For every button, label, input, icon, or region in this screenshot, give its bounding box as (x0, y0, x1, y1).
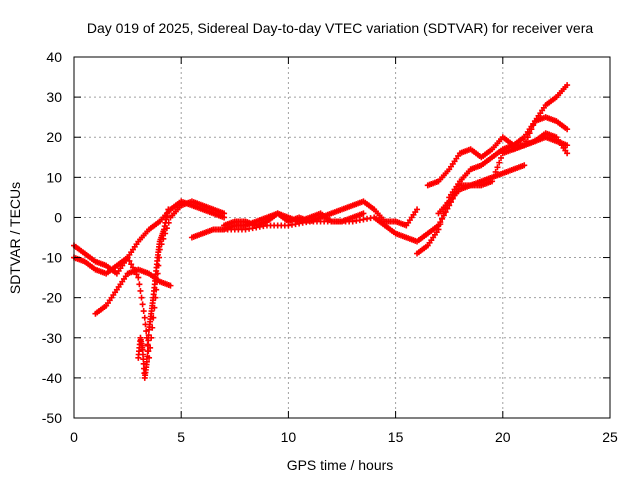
data-point (144, 353, 151, 360)
x-tick-label: 10 (281, 429, 297, 445)
y-tick-label: -20 (42, 290, 62, 306)
y-tick-label: 20 (46, 129, 62, 145)
x-tick-label: 15 (388, 429, 404, 445)
axis-ticks: 0 5 10 15 20 25 -50 -40 -30 -20 -10 0 10 20 30 40 (42, 49, 618, 445)
data-point (435, 226, 442, 233)
data-point (564, 142, 571, 149)
data-point (167, 282, 174, 289)
series-track-d (135, 206, 172, 381)
y-tick-label: -30 (42, 330, 62, 346)
data-point (496, 159, 503, 166)
series-track-k (510, 130, 571, 157)
y-axis-label: SDTVAR / TECUs (7, 182, 23, 294)
x-axis-label: GPS time / hours (287, 457, 394, 473)
x-tick-label: 5 (177, 429, 185, 445)
data-point (137, 287, 144, 294)
series-track-g (221, 162, 528, 245)
y-tick-label: 40 (46, 49, 62, 65)
grid (74, 57, 610, 418)
data-point (439, 215, 446, 222)
y-tick-label: 30 (46, 89, 62, 105)
chart-title: Day 019 of 2025, Sidereal Day-to-day VTE… (87, 20, 593, 36)
data-point (124, 254, 131, 261)
data-point (138, 294, 145, 301)
data-point (564, 126, 571, 133)
data-point (564, 82, 571, 89)
data-point (145, 332, 152, 339)
y-tick-label: 10 (46, 169, 62, 185)
plot-frame (73, 56, 611, 419)
data-point (139, 301, 146, 308)
y-tick-label: 0 (54, 209, 62, 225)
data-point (143, 358, 150, 365)
data-point (145, 337, 152, 344)
data-point (489, 178, 496, 185)
data-point (144, 342, 151, 349)
data-point (135, 274, 142, 281)
y-tick-label: -40 (42, 370, 62, 386)
data-point (528, 126, 535, 133)
data-point (492, 168, 499, 175)
data-point (141, 314, 148, 321)
data-point (521, 162, 528, 169)
data-point (126, 257, 133, 264)
x-tick-label: 25 (602, 429, 618, 445)
data-point (136, 281, 143, 288)
data-point (360, 210, 367, 217)
data-points (71, 82, 571, 381)
data-point (498, 154, 505, 161)
data-point (414, 206, 421, 213)
data-point (221, 210, 228, 217)
y-tick-label: -10 (42, 250, 62, 266)
data-point (490, 173, 497, 180)
data-point (144, 348, 151, 355)
data-point (564, 150, 571, 157)
data-point (128, 261, 135, 268)
data-point (165, 206, 172, 213)
data-point (526, 130, 533, 137)
series-track-j (435, 82, 571, 217)
data-point (437, 221, 444, 228)
data-point (524, 134, 531, 141)
x-tick-label: 0 (70, 429, 78, 445)
data-point (140, 308, 147, 315)
x-tick-label: 20 (495, 429, 511, 445)
y-tick-label: -50 (42, 410, 62, 426)
data-point (494, 164, 501, 171)
data-point (530, 122, 537, 129)
series-track-a (71, 198, 228, 277)
series-track-h (414, 134, 571, 257)
data-point (440, 210, 447, 217)
